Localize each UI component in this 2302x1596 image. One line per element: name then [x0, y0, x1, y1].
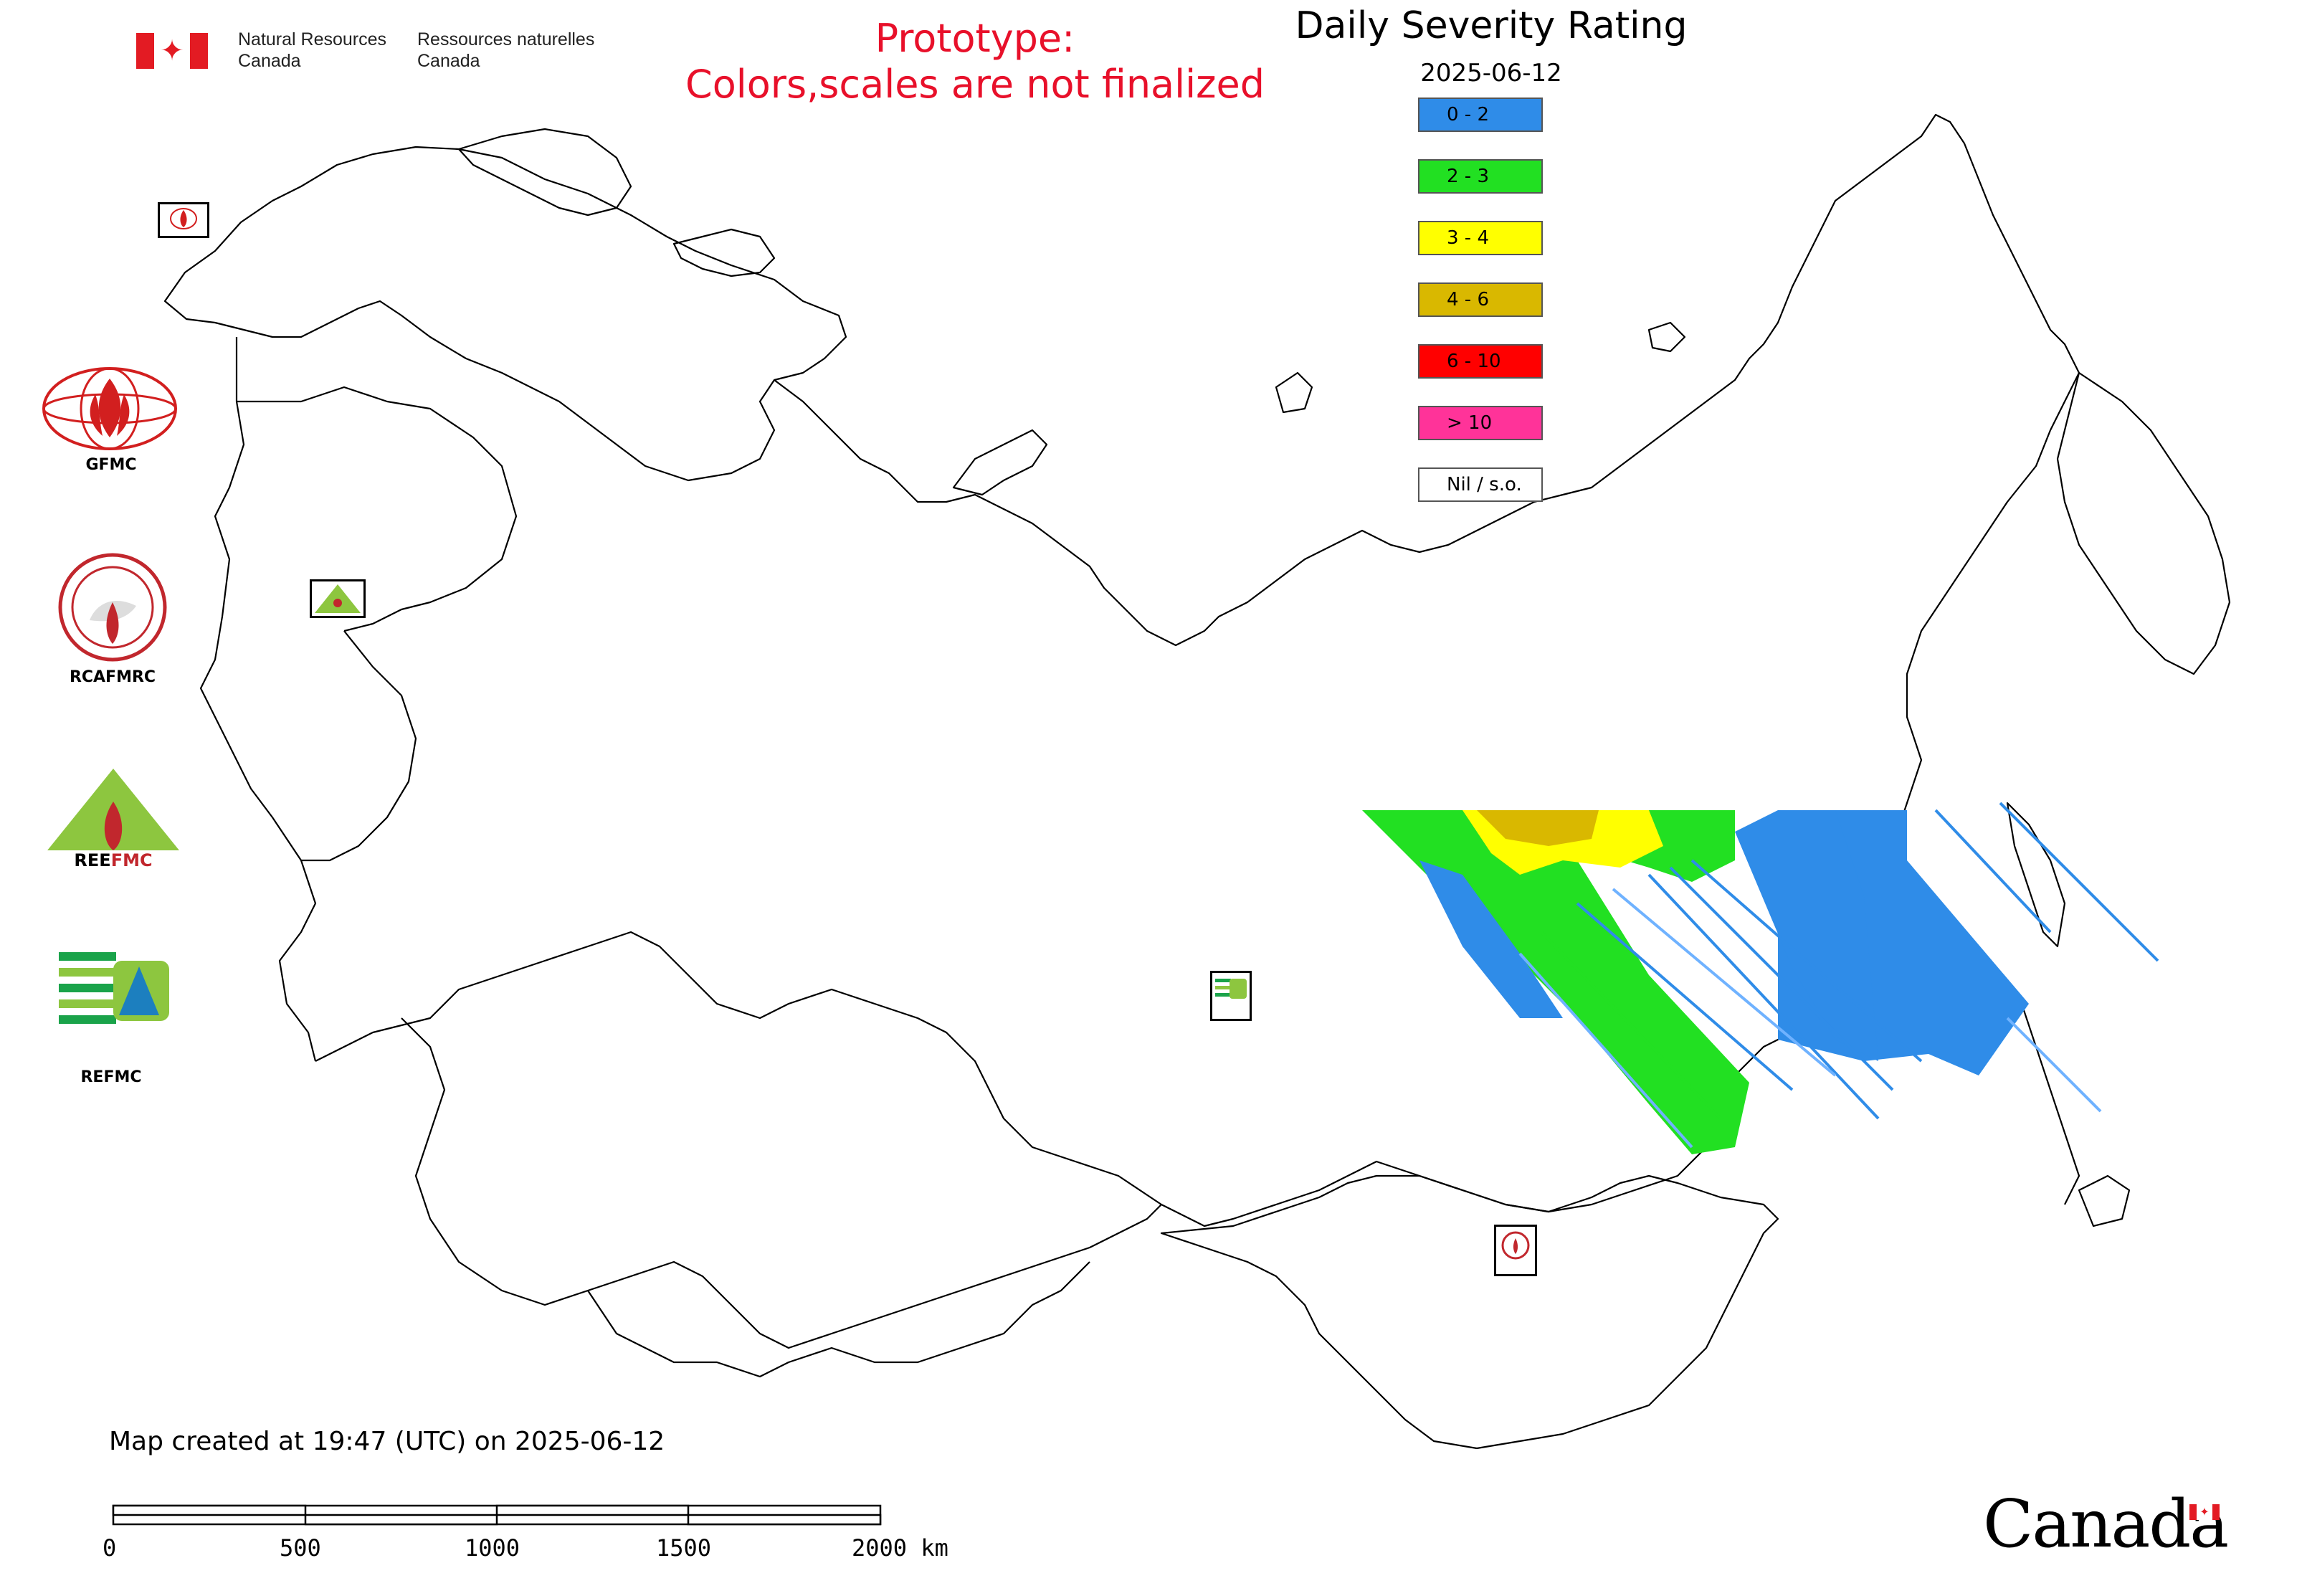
prototype-notice: Prototype: Colors,scales are not finaliz… — [645, 16, 1305, 108]
eastern-europe-borders — [199, 337, 317, 1062]
rcafmrc-map-marker-icon — [1494, 1225, 1537, 1276]
scale-bar — [112, 1504, 882, 1526]
white-sea — [672, 228, 776, 277]
legend-item-3-4: 3 - 4 — [1418, 221, 1543, 255]
scale-segment-4 — [687, 1514, 882, 1526]
scale-segment-1 — [112, 1504, 307, 1516]
scale-label-500: 500 — [280, 1534, 321, 1562]
severity-raster — [1362, 802, 2159, 1154]
refmc-logo-icon — [59, 946, 171, 1035]
gfmc-logo-icon — [42, 366, 178, 452]
scale-label-0: 0 — [103, 1534, 117, 1562]
refmc-label: REFMC — [80, 1068, 142, 1086]
scale-segment-2 — [304, 1514, 498, 1526]
hokkaido — [2078, 1174, 2131, 1227]
legend-item-2-3: 2 - 3 — [1418, 159, 1543, 194]
mongolia-outline — [1160, 1174, 1779, 1450]
canada-wordmark-flag-icon: ✦ — [2189, 1504, 2220, 1520]
reefmc-map-marker-icon — [310, 579, 366, 618]
scandinavia-outline — [163, 146, 847, 482]
baltic-borders — [237, 386, 518, 632]
legend-item-0-2: 0 - 2 — [1418, 98, 1543, 132]
svg-text:REEFMC: REEFMC — [74, 850, 152, 869]
prototype-line-1: Prototype: — [875, 16, 1075, 61]
scale-segment-3 — [495, 1504, 690, 1516]
gfmc-map-marker-icon — [158, 202, 209, 238]
new-siberian-islands — [1647, 321, 1686, 353]
legend-date: 2025-06-12 — [1420, 59, 1562, 87]
raster-orange — [1477, 810, 1599, 846]
severnaya-zemlya — [1275, 371, 1313, 414]
prototype-line-2: Colors,scales are not finalized — [685, 62, 1265, 107]
legend-item-gt-10: > 10 — [1418, 406, 1543, 440]
rcafmrc-logo-icon — [57, 552, 168, 662]
sakhalin — [2006, 802, 2066, 948]
legend-item-nil: Nil / s.o. — [1418, 467, 1543, 502]
central-asia-outline — [587, 1261, 1090, 1378]
raster-streaks — [1518, 802, 2159, 1149]
scale-label-1000: 1000 — [465, 1534, 520, 1562]
kamchatka — [2056, 371, 2231, 675]
gfmc-label: GFMC — [85, 456, 137, 474]
russia-north-coast — [774, 113, 2080, 647]
map-created-timestamp: Map created at 19:47 (UTC) on 2025-06-12 — [109, 1427, 665, 1456]
belarus-ukraine-borders — [301, 630, 417, 862]
novaya-zemlya — [952, 429, 1048, 496]
kazakhstan-outline — [401, 1017, 1162, 1349]
map-boundaries — [163, 113, 2231, 1450]
refmc-map-marker-icon — [1210, 971, 1252, 1021]
nrc-english-name: Natural Resources Canada — [238, 29, 387, 71]
reefmc-logo-icon: REEFMC — [37, 766, 189, 870]
scale-label-1500: 1500 — [656, 1534, 712, 1562]
legend-item-4-6: 4 - 6 — [1418, 282, 1543, 317]
rcafmrc-label: RCAFMRC — [69, 668, 156, 686]
legend-item-6-10: 6 - 10 — [1418, 344, 1543, 379]
canada-flag-icon: ✦ — [136, 33, 208, 69]
kola-region — [457, 128, 632, 217]
far-east-coast — [1891, 429, 2080, 1205]
raster-blue-right — [1735, 810, 1878, 1061]
scale-label-2000: 2000 km — [852, 1534, 948, 1562]
nrc-french-name: Ressources naturelles Canada — [417, 29, 595, 71]
raster-blue-left — [1419, 860, 1563, 1018]
canada-wordmark: Canada — [1983, 1486, 2229, 1562]
legend-title: Daily Severity Rating — [1295, 4, 1688, 47]
